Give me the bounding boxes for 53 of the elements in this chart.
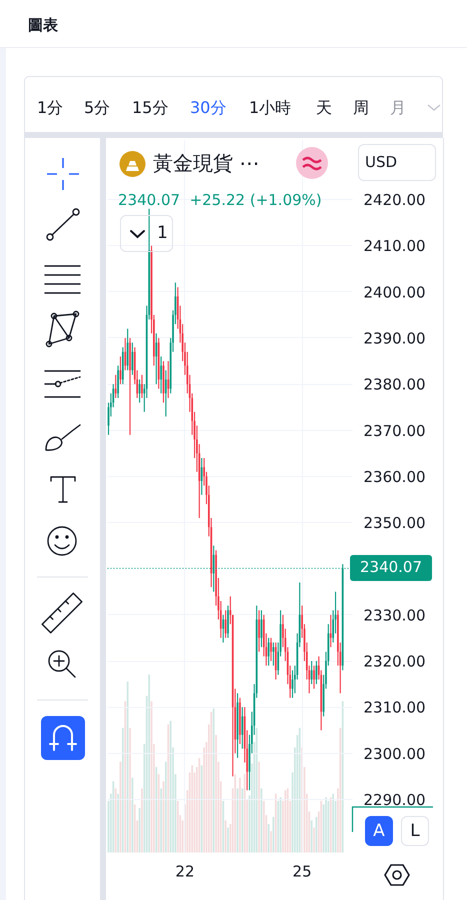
candlestick [260, 610, 262, 648]
text: 周 [353, 97, 369, 119]
text: 圖表 [28, 15, 58, 36]
y-tick-label: 2310.00 [364, 698, 426, 717]
text: 30分 [190, 97, 226, 119]
candlestick [129, 338, 131, 435]
y-tick-label: 2410.00 [364, 237, 426, 256]
candlestick [124, 338, 126, 370]
text: 月 [390, 97, 406, 119]
ref-line-label: 2340.07 [350, 554, 432, 581]
annotation: 2340.07 +25.22 (+1.09%) [118, 190, 322, 210]
annotation: 1 [157, 222, 168, 246]
candlestick [236, 693, 238, 758]
text: 1小時 [249, 97, 292, 119]
text: 1分 [37, 97, 64, 119]
x-tick-label: 25 [292, 862, 312, 880]
candlestick [310, 661, 313, 684]
text: 天 [316, 97, 332, 119]
text: 5分 [84, 97, 110, 119]
y-tick-label: 2360.00 [364, 468, 426, 486]
candlestick [167, 361, 170, 398]
candlestick [330, 614, 332, 648]
candlestick [141, 374, 143, 398]
x-tick-label: 22 [175, 862, 195, 880]
y-tick-label: 2400.00 [364, 283, 426, 302]
candlestick [132, 342, 134, 375]
candlestick [222, 614, 224, 643]
candlestick [224, 610, 226, 638]
candlestick [270, 638, 272, 662]
candlestick [258, 610, 260, 652]
y-tick-label: 2320.00 [364, 652, 426, 671]
y-tick-label: 2350.00 [364, 514, 426, 532]
text: L [401, 816, 429, 846]
y-tick-label: 2390.00 [364, 329, 426, 348]
text: A [365, 816, 393, 846]
y-tick-label: 2370.00 [364, 422, 426, 440]
candlestick [114, 374, 117, 398]
text: 15分 [132, 97, 168, 119]
candlestick [268, 638, 270, 666]
candlestick [272, 642, 274, 666]
y-tick-label: 2300.00 [364, 744, 426, 763]
y-tick-label: 2330.00 [364, 606, 426, 624]
y-tick-label: 2380.00 [364, 376, 426, 394]
text: USD [358, 144, 436, 181]
y-tick-label: 2290.00 [364, 790, 426, 809]
candlestick [164, 370, 167, 416]
candlestick [126, 328, 129, 370]
candlestick [160, 356, 162, 394]
candlestick [120, 356, 122, 384]
text: 黃金現貨 ⋯ [153, 150, 260, 177]
candlestick [313, 666, 315, 689]
candlestick [138, 380, 140, 403]
y-tick-label: 2420.00 [364, 191, 426, 210]
